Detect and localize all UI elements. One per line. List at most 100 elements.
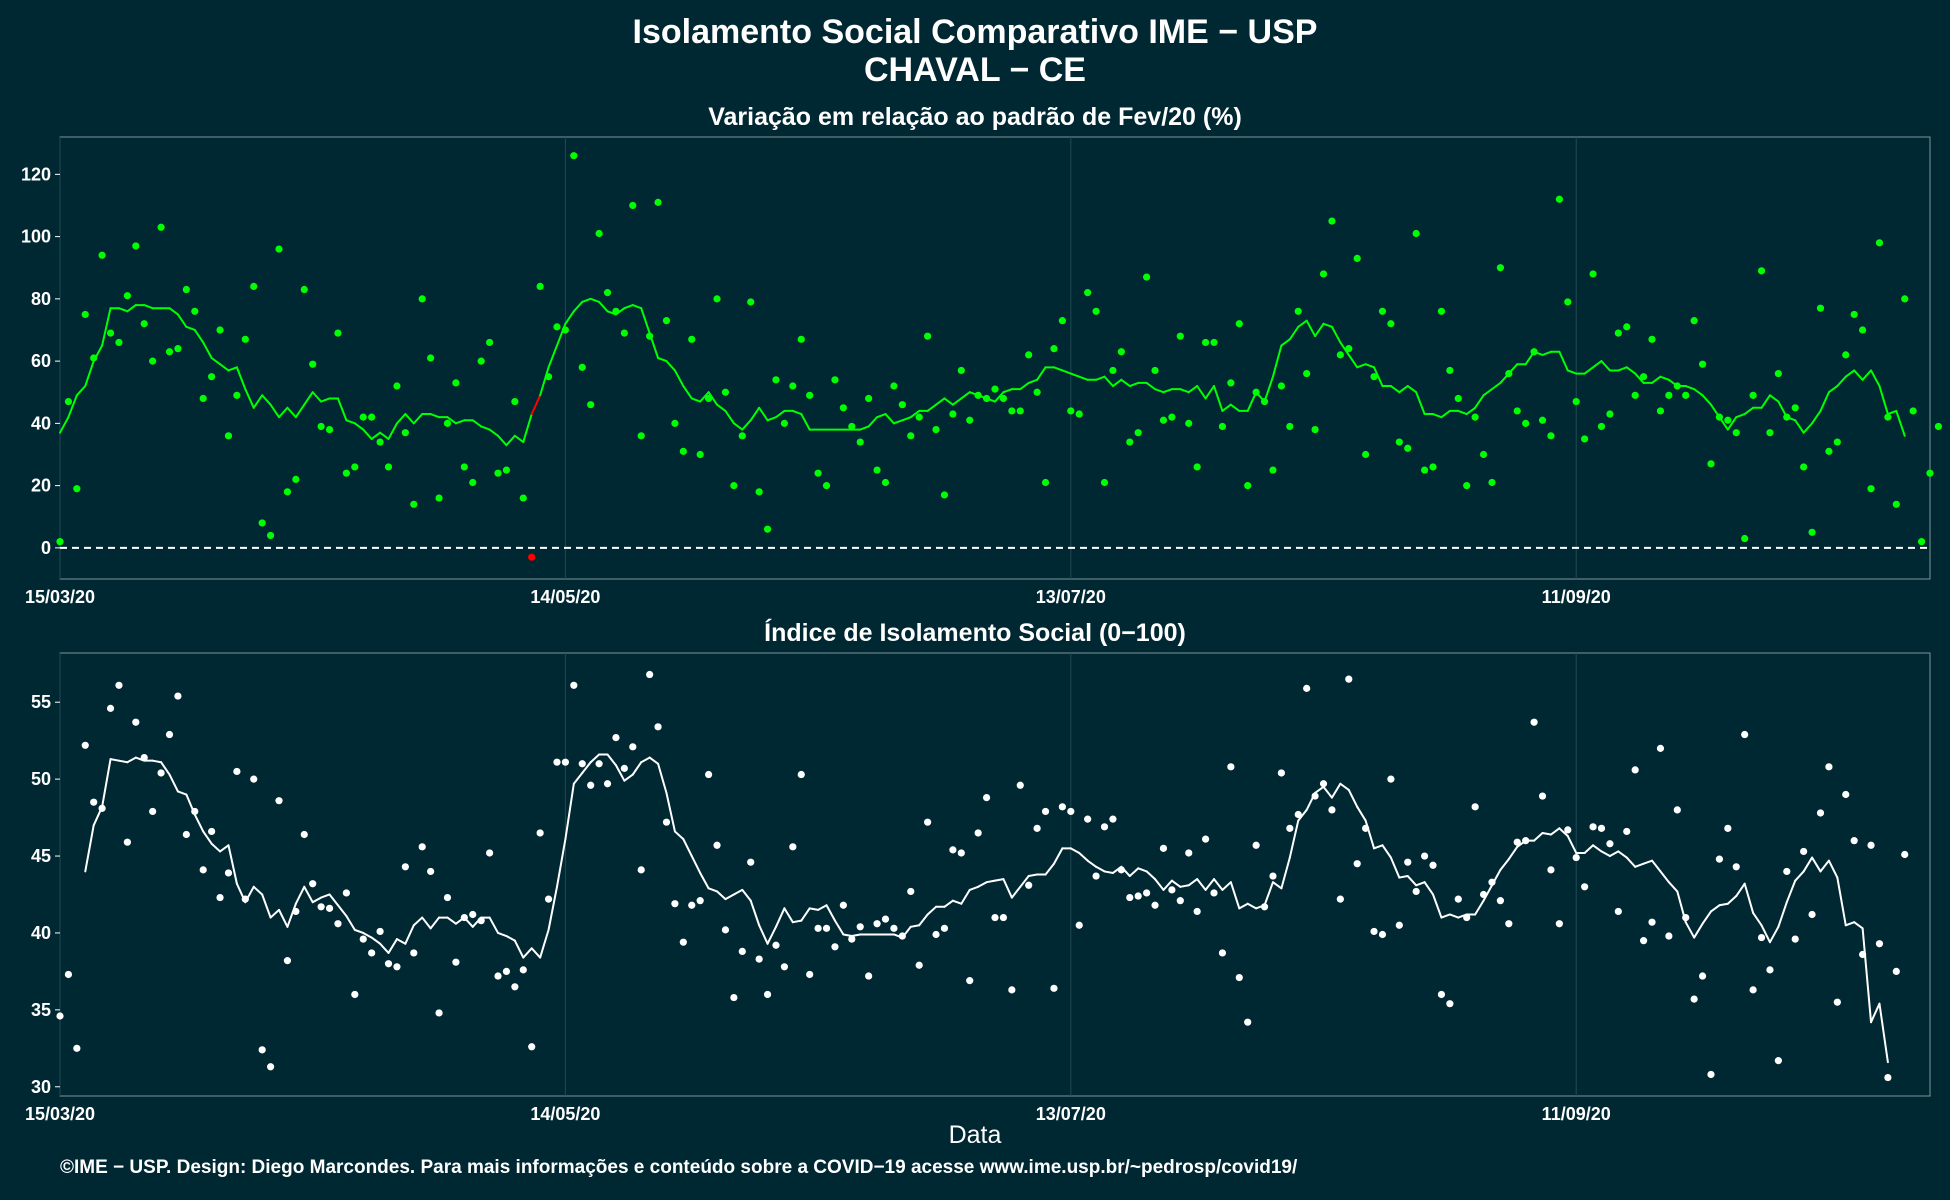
top-trend-segment — [1364, 363, 1376, 369]
bottom-trend-segment — [1853, 921, 1864, 930]
top-trend-segment — [84, 360, 95, 388]
bottom-data-point — [182, 830, 190, 839]
top-trend-segment — [682, 385, 693, 400]
bottom-data-point — [485, 849, 494, 857]
bottom-data-point — [1134, 892, 1142, 900]
top-data-point — [1530, 348, 1538, 356]
top-data-point — [1404, 444, 1412, 452]
bottom-data-point — [629, 743, 637, 751]
top-trend-segment — [589, 297, 601, 303]
bottom-trend-segment — [1154, 878, 1165, 891]
top-data-point — [1791, 404, 1799, 412]
top-trend-segment — [387, 422, 398, 440]
bottom-data-point — [1707, 1070, 1715, 1079]
top-trend-segment — [1625, 366, 1637, 375]
top-data-point — [1378, 307, 1387, 315]
bottom-trend-segment — [1735, 882, 1746, 898]
bottom-y-tick-label: 35 — [31, 1000, 51, 1020]
bottom-trend-segment — [1095, 865, 1106, 873]
top-data-point — [646, 332, 654, 340]
top-trend-segment — [1128, 381, 1140, 388]
bottom-data-point — [570, 681, 578, 689]
bottom-trend-segment — [1347, 788, 1359, 808]
top-trend-segment — [1314, 322, 1325, 338]
top-data-point — [738, 432, 746, 440]
top-trend-segment — [1061, 369, 1072, 375]
top-data-point — [106, 329, 115, 337]
top-trend-segment — [960, 391, 971, 400]
top-data-point — [1252, 388, 1260, 396]
top-data-point — [275, 245, 283, 253]
bottom-data-point — [1488, 878, 1496, 886]
top-chart-title: Variação em relação ao padrão de Fev/20 … — [708, 103, 1242, 131]
bottom-trend-segment — [918, 913, 929, 927]
top-data-point — [460, 463, 468, 471]
top-data-point — [1757, 267, 1766, 275]
bottom-data-point — [1008, 986, 1016, 994]
top-data-point — [191, 307, 199, 315]
top-data-point — [1025, 351, 1033, 359]
top-trend-segment — [1406, 385, 1418, 394]
bottom-trend-segment — [716, 890, 727, 901]
top-data-point — [1631, 391, 1639, 399]
bottom-trend-segment — [1861, 927, 1873, 1024]
top-data-point — [595, 229, 603, 238]
bottom-trend-segment — [1145, 870, 1157, 881]
top-trend-segment — [1811, 409, 1822, 425]
bottom-data-point — [351, 990, 359, 999]
top-trend-segment — [1490, 381, 1502, 391]
bottom-data-point — [174, 692, 182, 700]
main-subtitle: CHAVAL − CE — [864, 51, 1086, 89]
bottom-trend-segment — [345, 915, 356, 931]
top-data-point — [317, 422, 325, 431]
bottom-trend-segment — [766, 925, 777, 945]
top-data-point — [1084, 289, 1092, 297]
bottom-data-point — [1732, 863, 1740, 871]
bottom-data-point — [98, 804, 106, 812]
bottom-trend-segment — [1322, 785, 1333, 799]
top-data-point — [384, 463, 393, 471]
bottom-data-point — [1783, 867, 1791, 876]
bottom-data-point — [1429, 861, 1437, 869]
bottom-trend-segment — [977, 881, 988, 888]
bottom-trend-segment — [1768, 925, 1780, 944]
bottom-trend-segment — [1482, 884, 1493, 902]
top-trend-segment — [994, 391, 1005, 403]
bottom-trend-segment — [193, 813, 205, 833]
bottom-trend-segment — [1819, 859, 1830, 873]
bottom-trend-segment — [1204, 878, 1216, 891]
top-data-point — [940, 491, 949, 499]
top-trend-segment — [774, 409, 786, 419]
top-trend-segment — [454, 419, 466, 425]
top-trend-segment — [867, 416, 879, 428]
bottom-trend-segment — [960, 888, 971, 905]
bottom-data-point — [519, 966, 527, 974]
top-trend-segment — [791, 409, 803, 416]
top-data-point — [1260, 397, 1269, 406]
top-data-point — [1109, 366, 1117, 375]
bottom-data-point — [1496, 897, 1505, 905]
bottom-y-tick-label: 45 — [31, 846, 51, 866]
top-trend-segment — [1036, 366, 1047, 381]
bottom-data-point — [115, 681, 123, 689]
top-data-point — [873, 466, 881, 474]
top-data-point — [1816, 304, 1825, 312]
bottom-data-point — [873, 920, 881, 928]
bottom-data-point — [1800, 847, 1808, 856]
bottom-trend-segment — [985, 879, 996, 884]
top-data-point — [64, 397, 73, 406]
top-data-point — [932, 425, 940, 434]
bottom-data-point — [258, 1046, 266, 1054]
top-trend-segment — [252, 394, 264, 409]
bottom-trend-segment — [1187, 878, 1199, 887]
bottom-data-point — [216, 893, 224, 902]
top-data-point — [241, 335, 249, 343]
bottom-data-point — [940, 924, 949, 932]
top-data-point — [485, 338, 494, 347]
bottom-data-point — [1168, 886, 1176, 894]
bottom-data-point — [1319, 780, 1328, 788]
bottom-trend-segment — [370, 936, 382, 945]
top-data-point — [797, 335, 805, 343]
top-trend-segment — [1271, 344, 1283, 378]
top-trend-segment — [732, 422, 744, 431]
